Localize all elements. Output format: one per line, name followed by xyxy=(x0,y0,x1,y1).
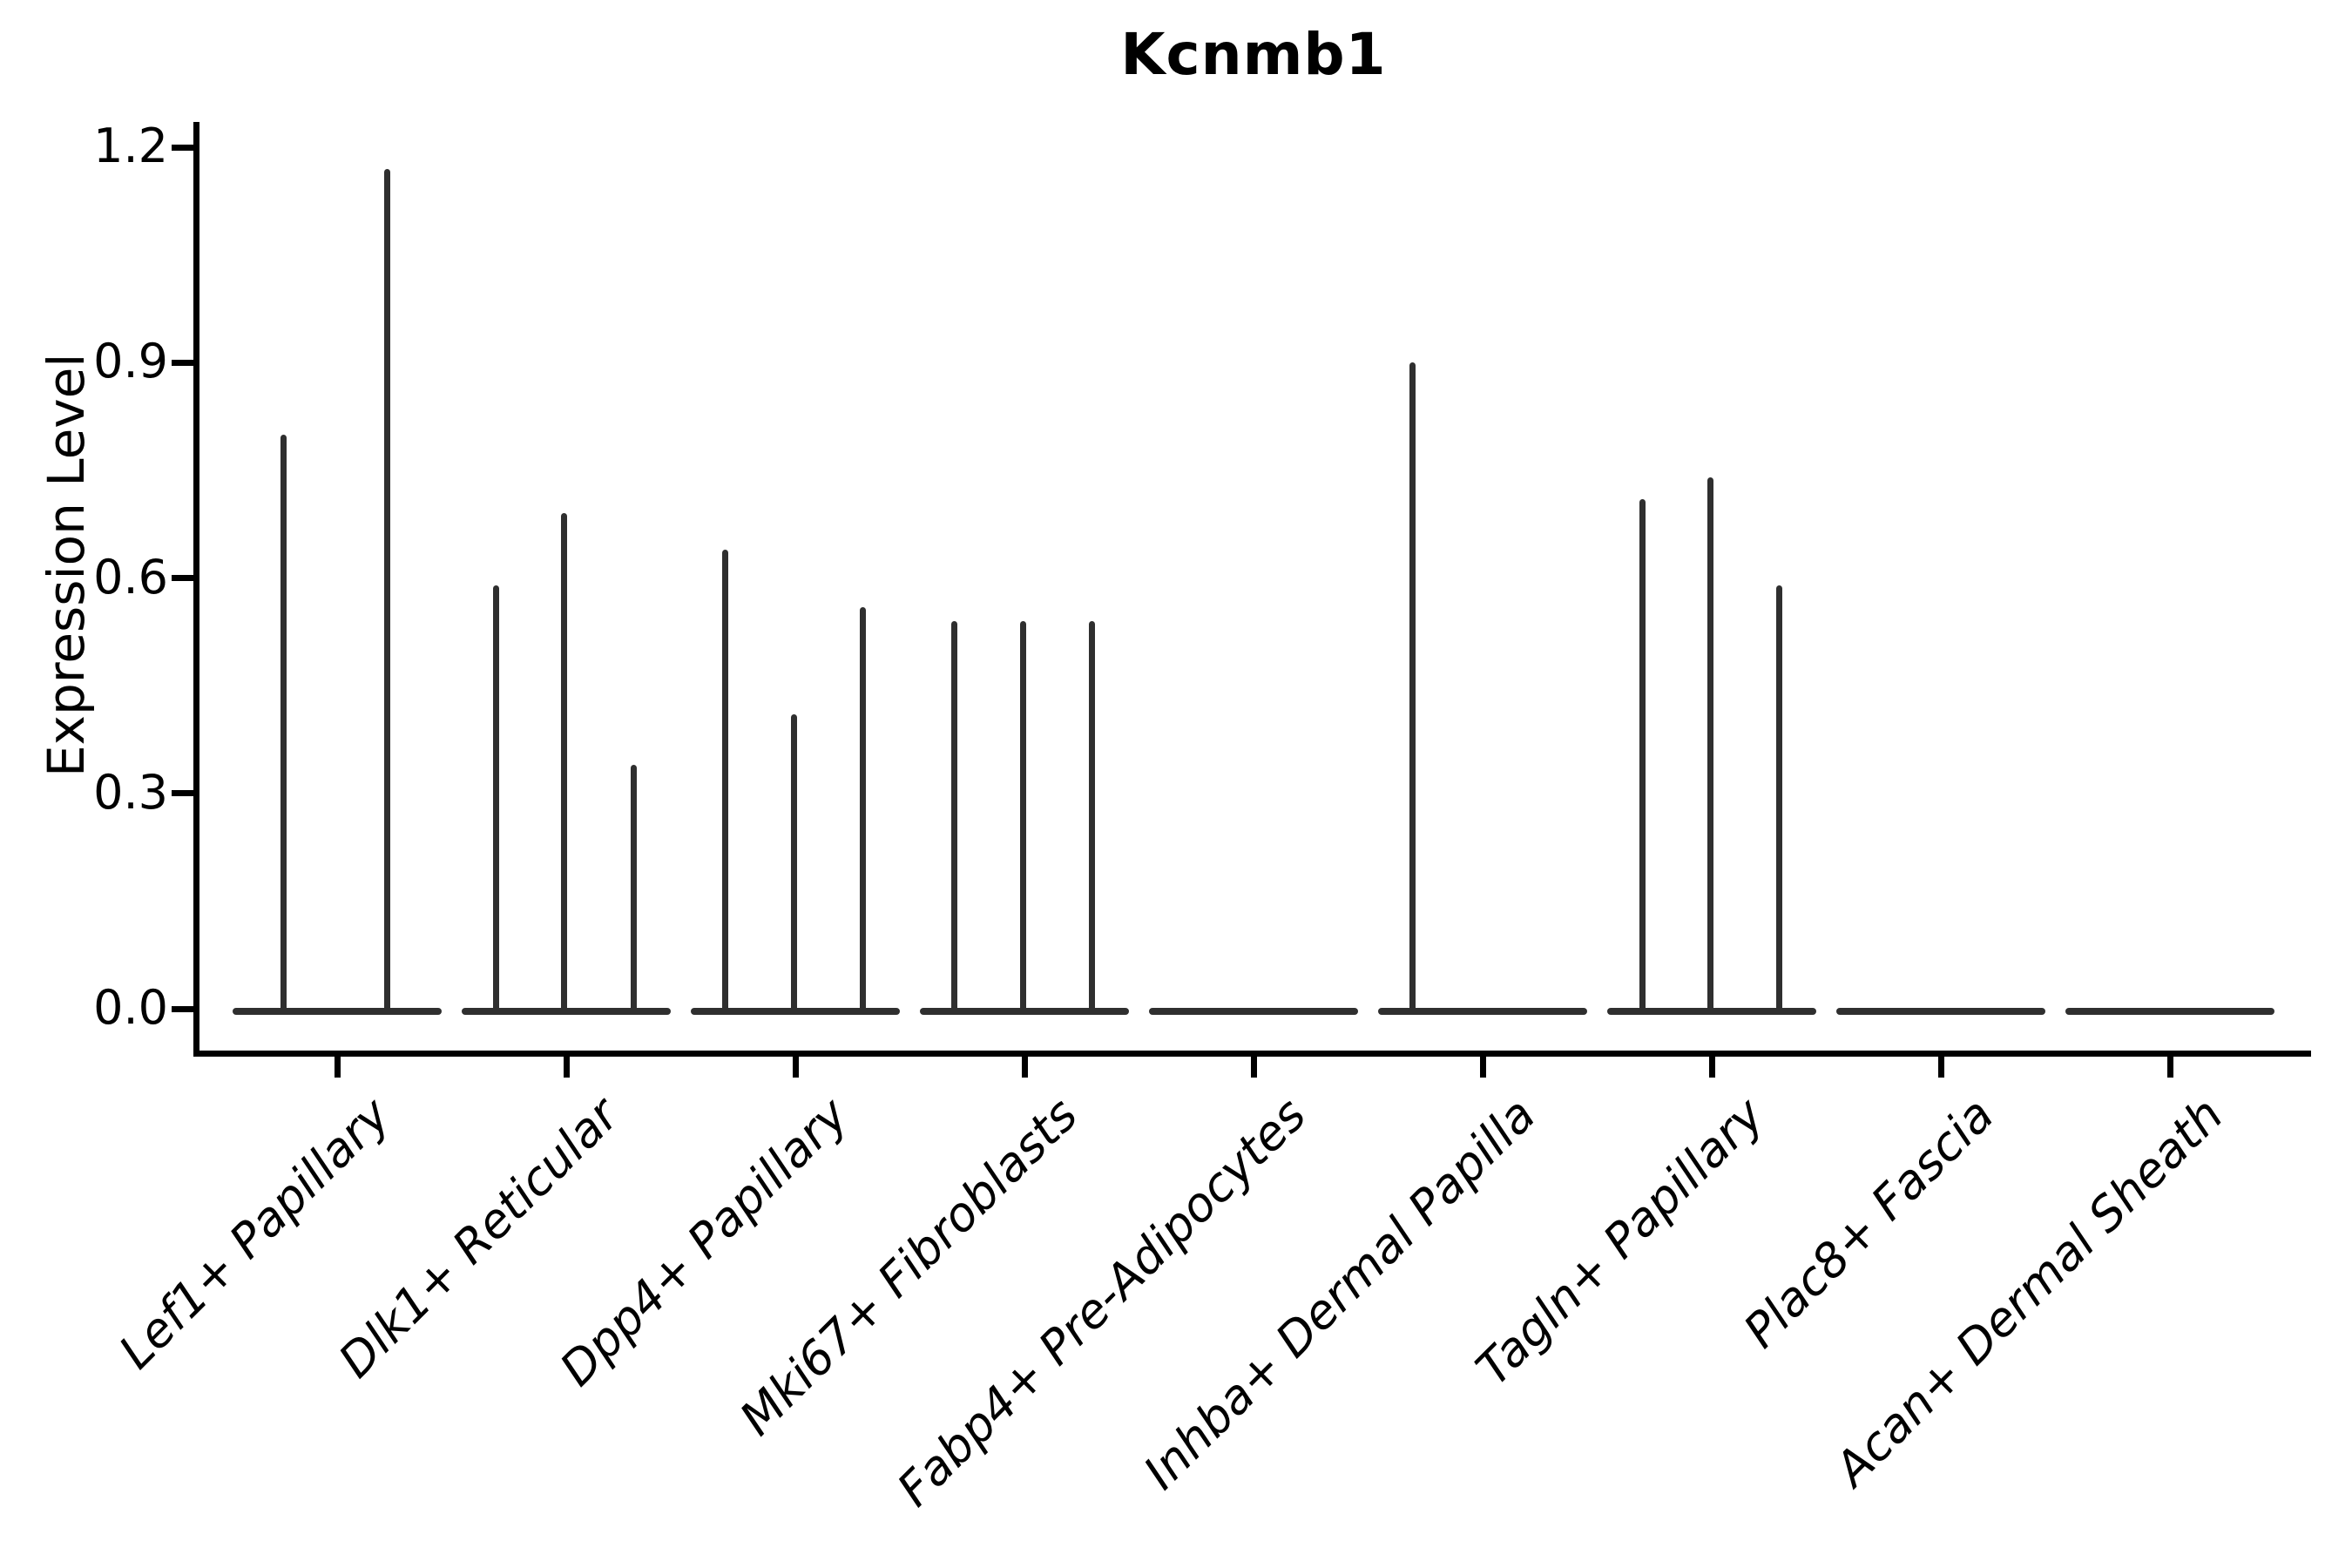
violin-baseline xyxy=(1836,1008,2045,1015)
y-tick-label: 0.9 xyxy=(93,334,168,389)
violin-spike xyxy=(1409,362,1416,1015)
x-tick xyxy=(1021,1051,1028,1078)
x-tick xyxy=(1708,1051,1715,1078)
y-tick-label: 0.0 xyxy=(93,980,168,1036)
x-tick xyxy=(2166,1051,2173,1078)
violin-baseline xyxy=(1149,1008,1358,1015)
violin-spike xyxy=(560,513,567,1015)
x-tick xyxy=(1937,1051,1944,1078)
violin-spike xyxy=(1088,621,1095,1015)
y-tick xyxy=(172,575,196,582)
violin-spike xyxy=(721,549,728,1015)
violin-spike xyxy=(280,434,287,1015)
violin-spike xyxy=(1775,585,1782,1015)
violin-spike xyxy=(492,585,499,1015)
chart-title: Kcnmb1 xyxy=(1120,21,1387,88)
violin-spike xyxy=(630,764,637,1015)
y-axis-label: Expression Level xyxy=(37,353,96,777)
violin-spike xyxy=(859,606,866,1015)
y-tick-label: 0.3 xyxy=(93,765,168,821)
violin-baseline xyxy=(1378,1008,1587,1015)
violin-spike xyxy=(383,168,390,1015)
x-tick xyxy=(1250,1051,1257,1078)
x-tick-label: Fabp4+ Pre-Adipocytes xyxy=(887,1087,1317,1517)
y-tick xyxy=(172,1005,196,1012)
violin-spike xyxy=(950,621,957,1015)
y-tick-label: 1.2 xyxy=(93,118,168,174)
x-tick xyxy=(792,1051,799,1078)
y-tick xyxy=(172,144,196,151)
violin-baseline xyxy=(233,1008,442,1015)
x-tick xyxy=(334,1051,341,1078)
y-tick xyxy=(172,359,196,366)
x-tick-label: Inhba+ Dermal Papilla xyxy=(1132,1087,1546,1500)
violin-baseline xyxy=(2065,1008,2274,1015)
x-tick xyxy=(1479,1051,1486,1078)
x-tick xyxy=(563,1051,570,1078)
y-tick-label: 0.6 xyxy=(93,549,168,605)
violin-spike xyxy=(1019,621,1026,1015)
y-tick xyxy=(172,790,196,797)
y-axis-line xyxy=(193,122,199,1057)
x-tick-label: Acan+ Dermal Sheath xyxy=(1823,1087,2234,1497)
violin-spike xyxy=(790,714,797,1015)
violin-spike xyxy=(1639,498,1646,1015)
violin-spike xyxy=(1707,477,1713,1015)
